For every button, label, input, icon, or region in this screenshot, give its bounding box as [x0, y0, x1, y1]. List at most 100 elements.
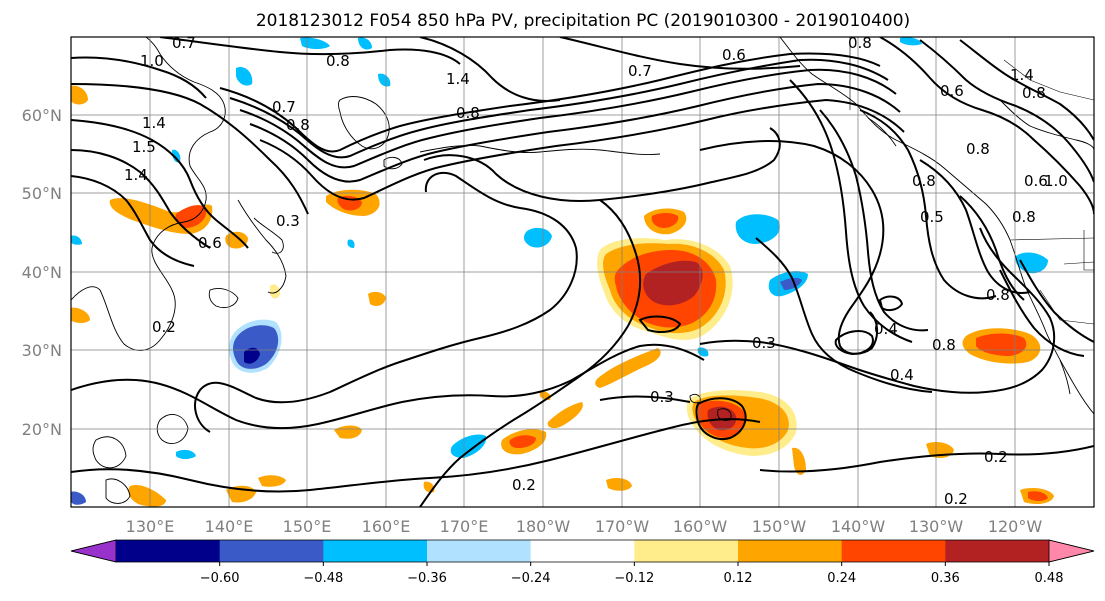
pv-contour-line [423, 127, 781, 202]
lon-label: 120°W [988, 517, 1043, 536]
colorbar-cell [427, 540, 532, 562]
precip-positive-region [270, 284, 280, 299]
colorbar-tick-label: 0.48 [1035, 571, 1064, 586]
colorbar-tick-label: 0.12 [724, 571, 753, 586]
contour-label: 1.5 [132, 138, 156, 156]
pv-contour-line [834, 330, 874, 356]
contour-label: 0.6 [940, 82, 964, 100]
contour-label: 1.0 [140, 52, 164, 70]
lat-label: 50°N [22, 184, 62, 203]
pv-contour-line [878, 295, 904, 312]
colorbar-tick-label: −0.48 [303, 571, 343, 586]
pv-contour-line [71, 56, 207, 99]
pv-contour-line [249, 82, 901, 183]
precip-positive-region [128, 484, 166, 507]
lon-label: 130°E [126, 517, 175, 536]
lat-label: 60°N [22, 106, 62, 125]
pv-contour-line [759, 445, 1094, 473]
pv-contour-line [194, 171, 578, 433]
contour-label: 0.2 [984, 448, 1008, 466]
precip-negative-region [358, 37, 372, 50]
contour-label: 0.8 [326, 52, 350, 70]
contour-label: 0.2 [944, 490, 968, 508]
precip-negative-region [71, 235, 82, 245]
contour-label: 0.7 [172, 34, 196, 52]
precip-negative-region [176, 449, 196, 459]
lon-label: 140°E [205, 517, 254, 536]
precip-positive-region [71, 85, 88, 105]
pv-contour-line [695, 397, 747, 440]
map-panel: 0.7 0.8 1.0 0.8 0.6 0.7 1.4 1.4 0.8 0.7 … [70, 34, 1095, 508]
colorbar-cells [70, 539, 1095, 563]
contour-label: 0.8 [1012, 208, 1036, 226]
colorbar-cell [530, 540, 635, 562]
lat-label: 40°N [22, 263, 62, 282]
precip-positive-region [225, 231, 248, 249]
colorbar-tick-label: −0.24 [511, 571, 551, 586]
pv-contour-line [419, 37, 561, 102]
pv-contour-line [229, 58, 889, 159]
pv-contour-line [755, 237, 933, 393]
precip-positive-region [606, 478, 632, 491]
contour-label: 0.8 [986, 286, 1010, 304]
pv-contour-line [71, 175, 195, 267]
contour-label: 0.3 [276, 212, 300, 230]
contour-label: 0.8 [286, 116, 310, 134]
contour-label: 0.6 [1024, 172, 1048, 190]
contour-label: 1.4 [142, 114, 166, 132]
pv-contour-line [879, 37, 1094, 215]
pv-contour-line [959, 39, 1094, 141]
pv-contour-line [239, 68, 897, 169]
contour-label: 1.4 [1010, 66, 1034, 84]
longitude-labels: 130°E 140°E 150°E 160°E 170°E 180°W 170°… [126, 517, 1043, 536]
lon-label: 150°W [752, 517, 807, 536]
latitude-labels: 60°N 50°N 40°N 30°N 20°N [22, 106, 62, 439]
colorbar-extend-min [70, 539, 117, 563]
political-borders [849, 37, 1094, 325]
lon-label: 130°W [909, 517, 964, 536]
colorbar-tick-label: 0.24 [827, 571, 856, 586]
precip-negative-region [347, 239, 355, 248]
colorbar-tick-label: 0.36 [931, 571, 960, 586]
colorbar-cell [634, 540, 739, 562]
precip-negative-region [735, 214, 780, 244]
lon-label: 160°E [362, 517, 411, 536]
precip-shading [71, 37, 1054, 507]
contour-label: 1.0 [1044, 172, 1068, 190]
contour-label: 0.6 [198, 234, 222, 252]
lat-label: 20°N [22, 420, 62, 439]
colorbar-outline [70, 539, 1095, 563]
colorbar-cell [219, 540, 324, 562]
precip-positive-region [509, 435, 536, 448]
pv-contours [71, 37, 1094, 507]
lon-label: 140°W [831, 517, 886, 536]
pv-contour-line [959, 195, 1025, 301]
pv-contour-line [71, 83, 309, 215]
contour-labels: 0.7 0.8 1.0 0.8 0.6 0.7 1.4 1.4 0.8 0.7 … [124, 34, 1068, 508]
pv-contour-line [219, 52, 881, 153]
map-title: 2018123012 F054 850 hPa PV, precipitatio… [256, 11, 910, 31]
precip-negative-region [523, 227, 552, 248]
precip-positive-region [368, 291, 386, 306]
pv-contour-line [71, 343, 705, 430]
lon-label: 170°E [440, 517, 489, 536]
colorbar-cell [323, 540, 428, 562]
precip-positive-region [651, 213, 679, 228]
colorbar-tick-label: −0.36 [407, 571, 447, 586]
precip-positive-region [595, 348, 661, 388]
colorbar-cell [841, 540, 946, 562]
contour-label: 0.4 [874, 320, 898, 338]
lon-label: 150°E [283, 517, 332, 536]
contour-label: 0.7 [628, 62, 652, 80]
precip-negative-region [450, 434, 487, 458]
precip-negative-region [780, 277, 802, 290]
precip-negative-region [378, 73, 391, 87]
contour-label: 0.8 [966, 140, 990, 158]
pv-contour-line [1019, 259, 1094, 343]
pv-contour-line [599, 395, 691, 403]
contour-label: 1.4 [124, 166, 148, 184]
gridlines [71, 37, 1094, 507]
pv-contour-line [789, 79, 913, 343]
pv-contour-line [819, 109, 929, 332]
